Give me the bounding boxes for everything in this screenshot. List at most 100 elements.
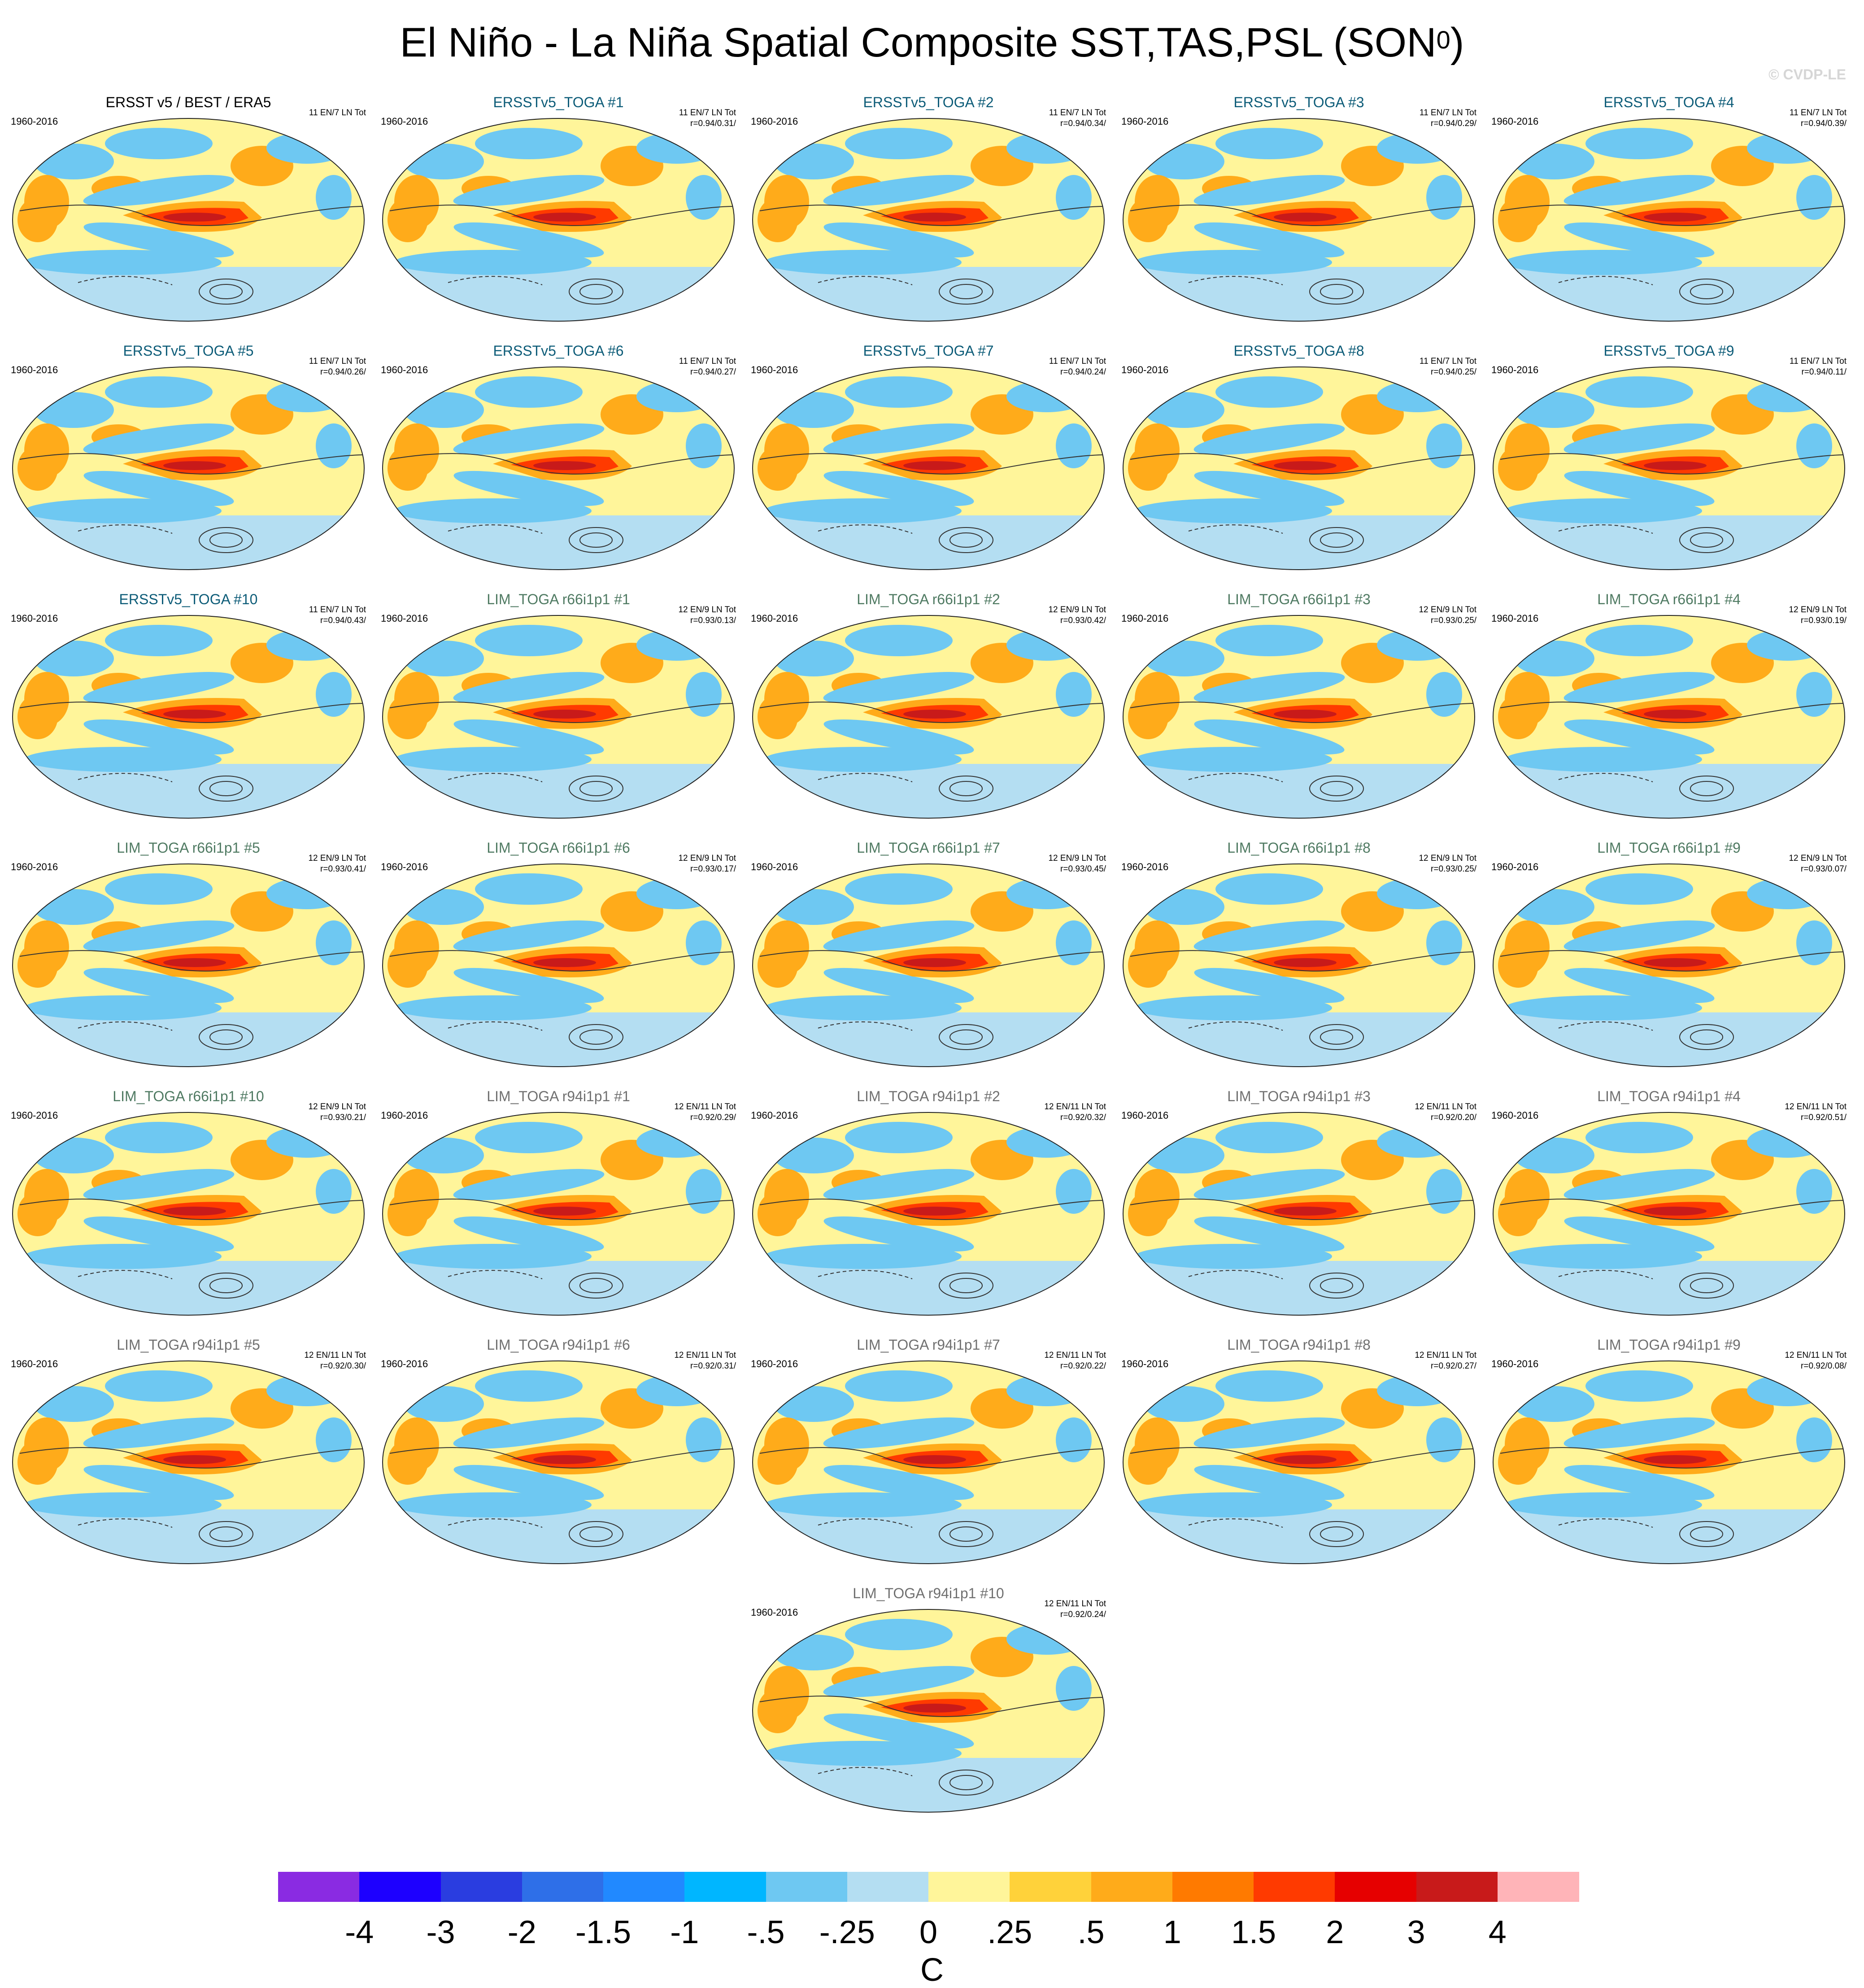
panel-event-count: 12 EN/11 LN Tot [1415,1351,1476,1360]
panel-period: 1960-2016 [381,1358,428,1369]
composite-map [752,1609,1105,1813]
panel-title: LIM_TOGA r66i1p1 #1 [487,591,630,607]
map-panel: ERSSTv5_TOGA #2 1960-2016 11 EN/7 LN Tot r=… [745,94,1112,341]
map-field [13,1361,364,1564]
composite-map [1123,118,1475,322]
composite-map [12,1112,365,1316]
composite-map [12,1360,365,1564]
map-panel: LIM_TOGA r66i1p1 #2 1960-2016 12 EN/9 LN T… [745,591,1112,838]
map-panel: LIM_TOGA r66i1p1 #1 1960-2016 12 EN/9 LN T… [375,591,742,838]
panel-title: ERSSTv5_TOGA #8 [1233,343,1364,359]
composite-map [752,615,1105,819]
panel-pattern-correlation: r=0.94/0.26/ [320,367,366,377]
composite-map [752,118,1105,322]
panel-period: 1960-2016 [1121,613,1169,624]
panel-event-count: 11 EN/7 LN Tot [679,108,736,118]
panel-pattern-correlation: r=0.93/0.42/ [1060,616,1106,625]
map-panel: ERSSTv5_TOGA #10 1960-2016 11 EN/7 LN Tot r… [4,591,372,838]
panel-pattern-correlation: r=0.93/0.13/ [690,616,736,625]
panel-event-count: 12 EN/11 LN Tot [1785,1351,1847,1360]
panel-period: 1960-2016 [751,364,798,375]
colorbar-swatch [1497,1872,1579,1902]
map-field [1493,367,1845,570]
colorbar-swatch [603,1872,685,1902]
colorbar-tick-label: .5 [1077,1914,1105,1950]
panel-pattern-correlation: r=0.92/0.24/ [1060,1610,1106,1619]
panel-pattern-correlation: r=0.92/0.51/ [1801,1113,1847,1122]
panel-title: LIM_TOGA r66i1p1 #6 [487,840,630,856]
panel-title: LIM_TOGA r94i1p1 #6 [487,1337,630,1353]
composite-map [1123,366,1475,570]
map-panel: LIM_TOGA r94i1p1 #8 1960-2016 12 EN/11 LN … [1115,1337,1483,1583]
panel-title: ERSSTv5_TOGA #5 [123,343,254,359]
map-field [753,864,1104,1067]
colorbar-swatch [1335,1872,1416,1902]
panel-event-count: 12 EN/11 LN Tot [674,1102,736,1112]
panel-event-count: 11 EN/7 LN Tot [1049,357,1106,366]
map-panel: LIM_TOGA r66i1p1 #9 1960-2016 12 EN/9 LN T… [1485,840,1853,1086]
panel-pattern-correlation: r=0.94/0.31/ [690,119,736,128]
map-field [1493,1361,1845,1564]
colorbar-tick-label: -1 [670,1914,699,1950]
panel-title: ERSST v5 / BEST / ERA5 [105,94,271,110]
composite-map [1493,118,1845,322]
map-field [383,1112,734,1315]
map-field [1493,1112,1845,1315]
map-panel: ERSSTv5_TOGA #3 1960-2016 11 EN/7 LN Tot r=… [1115,94,1483,341]
colorbar-tick-label: 1 [1163,1914,1181,1950]
panel-title: LIM_TOGA r94i1p1 #5 [117,1337,260,1353]
panel-title: LIM_TOGA r94i1p1 #10 [853,1585,1004,1601]
composite-map [12,366,365,570]
panel-period: 1960-2016 [751,1358,798,1369]
colorbar-tick-label: 2 [1326,1914,1344,1950]
map-field [1493,615,1845,818]
panel-title: ERSSTv5_TOGA #1 [493,94,624,110]
composite-map [1123,863,1475,1067]
panel-period: 1960-2016 [751,861,798,872]
panel-pattern-correlation: r=0.94/0.24/ [1060,367,1106,377]
colorbar-swatch [359,1872,441,1902]
panel-pattern-correlation: r=0.92/0.22/ [1060,1361,1106,1371]
panel-pattern-correlation: r=0.92/0.08/ [1801,1361,1847,1371]
panel-title: LIM_TOGA r94i1p1 #7 [857,1337,1000,1353]
map-panel: LIM_TOGA r66i1p1 #10 1960-2016 12 EN/9 LN … [4,1088,372,1335]
map-field [13,1112,364,1315]
panel-pattern-correlation: r=0.92/0.32/ [1060,1113,1106,1122]
composite-map [752,366,1105,570]
map-panel: LIM_TOGA r66i1p1 #3 1960-2016 12 EN/9 LN T… [1115,591,1483,838]
panel-period: 1960-2016 [11,364,58,375]
map-panel: ERSSTv5_TOGA #5 1960-2016 11 EN/7 LN Tot r=… [4,343,372,589]
colorbar-tick-label: -4 [345,1914,374,1950]
colorbar-tick-label: 3 [1407,1914,1425,1950]
panel-title: ERSSTv5_TOGA #4 [1603,94,1734,110]
panel-event-count: 12 EN/9 LN Tot [1419,854,1476,863]
panel-title: LIM_TOGA r66i1p1 #4 [1597,591,1741,607]
map-panel: LIM_TOGA r66i1p1 #8 1960-2016 12 EN/9 LN T… [1115,840,1483,1086]
colorbar-tick-label: -3 [426,1914,455,1950]
panel-period: 1960-2016 [381,613,428,624]
colorbar-swatch [928,1872,1010,1902]
colorbar-swatch [1254,1872,1335,1902]
composite-map [1493,1112,1845,1316]
map-panel: LIM_TOGA r94i1p1 #1 1960-2016 12 EN/11 LN … [375,1088,742,1335]
panel-event-count: 12 EN/11 LN Tot [1044,1102,1106,1112]
composite-map [12,118,365,322]
colorbar-tick-label: 4 [1488,1914,1507,1950]
composite-map [752,1360,1105,1564]
panel-period: 1960-2016 [1491,364,1539,375]
panel-event-count: 12 EN/9 LN Tot [308,854,366,863]
panel-title: LIM_TOGA r94i1p1 #1 [487,1088,630,1104]
panel-pattern-correlation: r=0.93/0.25/ [1431,616,1476,625]
panel-event-count: 12 EN/9 LN Tot [1048,854,1106,863]
panel-period: 1960-2016 [1491,861,1539,872]
map-panel: LIM_TOGA r66i1p1 #6 1960-2016 12 EN/9 LN T… [375,840,742,1086]
main-title-text: El Niño - La Niña Spatial Composite SST,… [400,20,1437,65]
map-field [1493,118,1845,321]
panel-title: ERSSTv5_TOGA #9 [1603,343,1734,359]
composite-map [12,615,365,819]
panel-pattern-correlation: r=0.94/0.11/ [1801,367,1847,377]
panel-event-count: 11 EN/7 LN Tot [1419,108,1476,118]
panel-title: LIM_TOGA r66i1p1 #10 [113,1088,264,1104]
panel-pattern-correlation: r=0.92/0.31/ [690,1361,736,1371]
panel-period: 1960-2016 [1491,1110,1539,1121]
